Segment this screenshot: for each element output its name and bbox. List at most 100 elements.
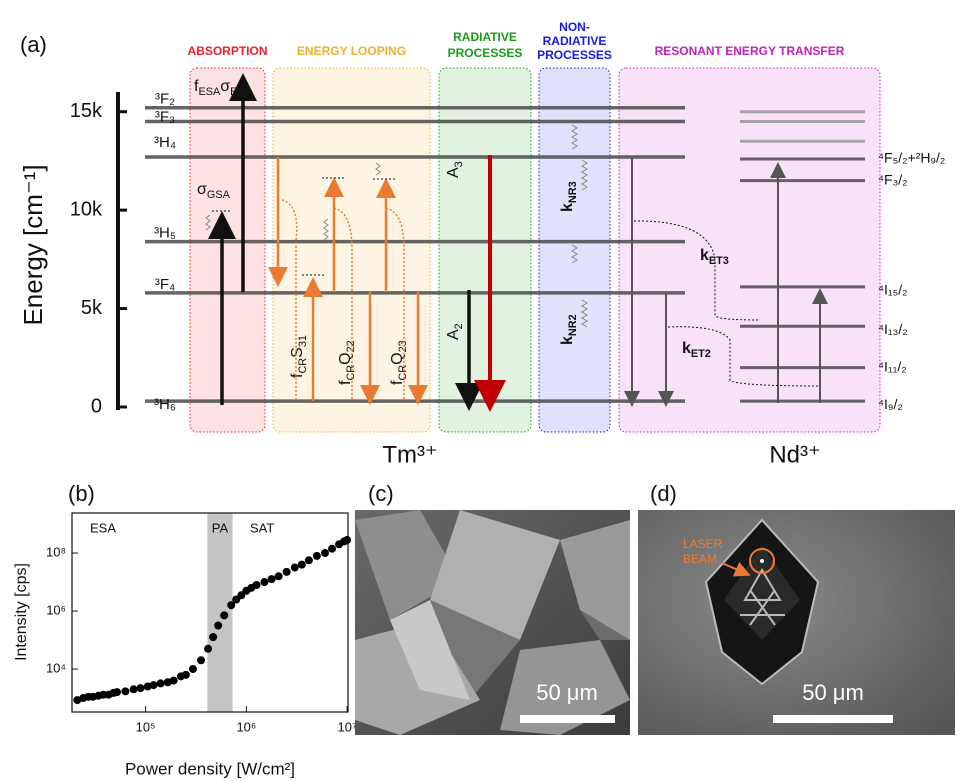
data-point bbox=[204, 644, 213, 653]
label-symbol: k bbox=[559, 336, 576, 345]
transition-label: fCRQ23 bbox=[389, 340, 409, 385]
transition-label: kNR3 bbox=[559, 181, 579, 212]
nd-level-label: ⁴I₁₃/₂ bbox=[878, 321, 908, 337]
label-subscript: ESA bbox=[198, 86, 221, 98]
transition-label: kNR2 bbox=[559, 314, 579, 345]
data-point bbox=[156, 679, 165, 688]
data-point bbox=[328, 544, 337, 553]
data-point bbox=[304, 556, 313, 565]
panel-c: (c) 50 μm bbox=[355, 481, 630, 735]
data-point bbox=[260, 578, 269, 587]
data-point bbox=[220, 611, 229, 620]
transition-label: fCRQ22 bbox=[337, 340, 357, 385]
data-point bbox=[188, 665, 197, 674]
label-symbol: Q bbox=[337, 352, 354, 364]
data-point bbox=[136, 684, 145, 693]
y-tick-label: 10⁶ bbox=[46, 602, 66, 617]
y-tick-label: 10⁸ bbox=[46, 544, 66, 559]
section-title: RADIATIVE bbox=[453, 30, 517, 44]
data-point bbox=[267, 575, 276, 584]
transition-label: kET3 bbox=[700, 247, 729, 267]
panel-label: (b) bbox=[68, 481, 95, 506]
data-point bbox=[312, 551, 321, 560]
scale-bar bbox=[520, 715, 615, 723]
y-axis-label: Intensity [cps] bbox=[13, 563, 30, 661]
data-point bbox=[343, 535, 352, 544]
transition-label: fCRS31 bbox=[289, 335, 309, 378]
panel-label: (c) bbox=[368, 481, 394, 506]
annotation: LASER bbox=[683, 537, 723, 551]
nd-level-label: ⁴F₅/₂+²H₉/₂ bbox=[878, 150, 945, 166]
label-symbol: k bbox=[700, 247, 709, 264]
label-subscript: CR bbox=[297, 358, 309, 374]
data-point bbox=[129, 685, 138, 694]
panel-label: (d) bbox=[650, 481, 677, 506]
label-subscript: 2 bbox=[453, 323, 465, 329]
nd-level-label: ⁴I₁₅/₂ bbox=[878, 282, 908, 298]
transition-arrows bbox=[205, 73, 828, 412]
x-tick-label: 10⁶ bbox=[236, 719, 256, 734]
panel-a: (a) ABSORPTION ENERGY LOOPINGRADIATIVEPROC… bbox=[18, 20, 945, 468]
y-tick-label: 10k bbox=[70, 198, 103, 220]
label-symbol: σ bbox=[197, 181, 207, 198]
transition-label: σGSA bbox=[197, 181, 231, 201]
label-symbol: A bbox=[445, 167, 462, 178]
ion-label: Tm³⁺ bbox=[382, 441, 437, 468]
shaded-region bbox=[207, 513, 233, 712]
y-tick-label: 15k bbox=[70, 100, 103, 122]
data-point bbox=[197, 656, 206, 665]
section-title: RESONANT ENERGY TRANSFER bbox=[655, 44, 845, 58]
x-tick-label: 10⁵ bbox=[136, 719, 156, 734]
section-title: ENERGY LOOPING bbox=[297, 44, 406, 58]
section-title: RADIATIVE bbox=[543, 34, 607, 48]
scale-bar-label: 50 μm bbox=[536, 680, 598, 705]
label-symbol: f bbox=[389, 380, 406, 385]
data-point bbox=[274, 572, 283, 581]
label-symbol: f bbox=[337, 380, 354, 385]
nd-level-label: ⁴I₉/₂ bbox=[878, 396, 903, 412]
data-point bbox=[149, 681, 158, 690]
ion-label: Nd³⁺ bbox=[769, 441, 820, 468]
label-symbol: Q bbox=[389, 352, 406, 364]
annotation: SAT bbox=[250, 520, 274, 535]
label-subscript: 31 bbox=[297, 335, 309, 347]
y-tick-label: 10⁴ bbox=[46, 660, 66, 675]
label-subscript: GSA bbox=[207, 189, 231, 201]
panel-label: (a) bbox=[20, 32, 47, 57]
annotation: ESA bbox=[90, 520, 116, 535]
y-tick-label: 5k bbox=[81, 297, 103, 319]
x-axis-label: Power density [W/cm²] bbox=[125, 759, 295, 778]
label-symbol: f bbox=[289, 373, 306, 378]
tm-level-label: ³F₂ bbox=[155, 91, 175, 108]
label-subscript: 22 bbox=[345, 340, 357, 352]
label-symbol: f bbox=[194, 78, 199, 95]
label-symbol: S bbox=[289, 347, 306, 358]
transition-label: A2 bbox=[445, 323, 465, 340]
data-point bbox=[209, 633, 218, 642]
section-title: ABSORPTION bbox=[187, 44, 267, 58]
label-subscript: ET3 bbox=[709, 255, 729, 267]
tm-level-label: ³H₄ bbox=[154, 134, 176, 151]
nd-level-label: ⁴I₁₁/₂ bbox=[878, 358, 907, 374]
y-axis-label: Energy [cm⁻¹] bbox=[18, 164, 48, 325]
data-point bbox=[169, 676, 178, 685]
tm-level-label: ³F₄ bbox=[155, 276, 175, 293]
label-subscript: NR2 bbox=[567, 314, 579, 336]
scale-bar-label: 50 μm bbox=[802, 680, 864, 705]
section-box bbox=[189, 67, 266, 433]
data-point bbox=[282, 567, 291, 576]
label-subscript: CR bbox=[345, 365, 357, 381]
data-point bbox=[181, 670, 190, 679]
plot-frame bbox=[71, 512, 349, 713]
data-point bbox=[320, 549, 329, 558]
section-title: PROCESSES bbox=[448, 46, 523, 60]
data-point bbox=[121, 687, 130, 696]
section-title: PROCESSES bbox=[537, 48, 612, 62]
label-subscript: 23 bbox=[397, 340, 409, 352]
section-box bbox=[438, 67, 532, 433]
label-subscript: CR bbox=[397, 365, 409, 381]
label-symbol: A bbox=[445, 329, 462, 340]
label-symbol: σ bbox=[220, 78, 230, 95]
label-subscript: 3 bbox=[453, 161, 465, 167]
